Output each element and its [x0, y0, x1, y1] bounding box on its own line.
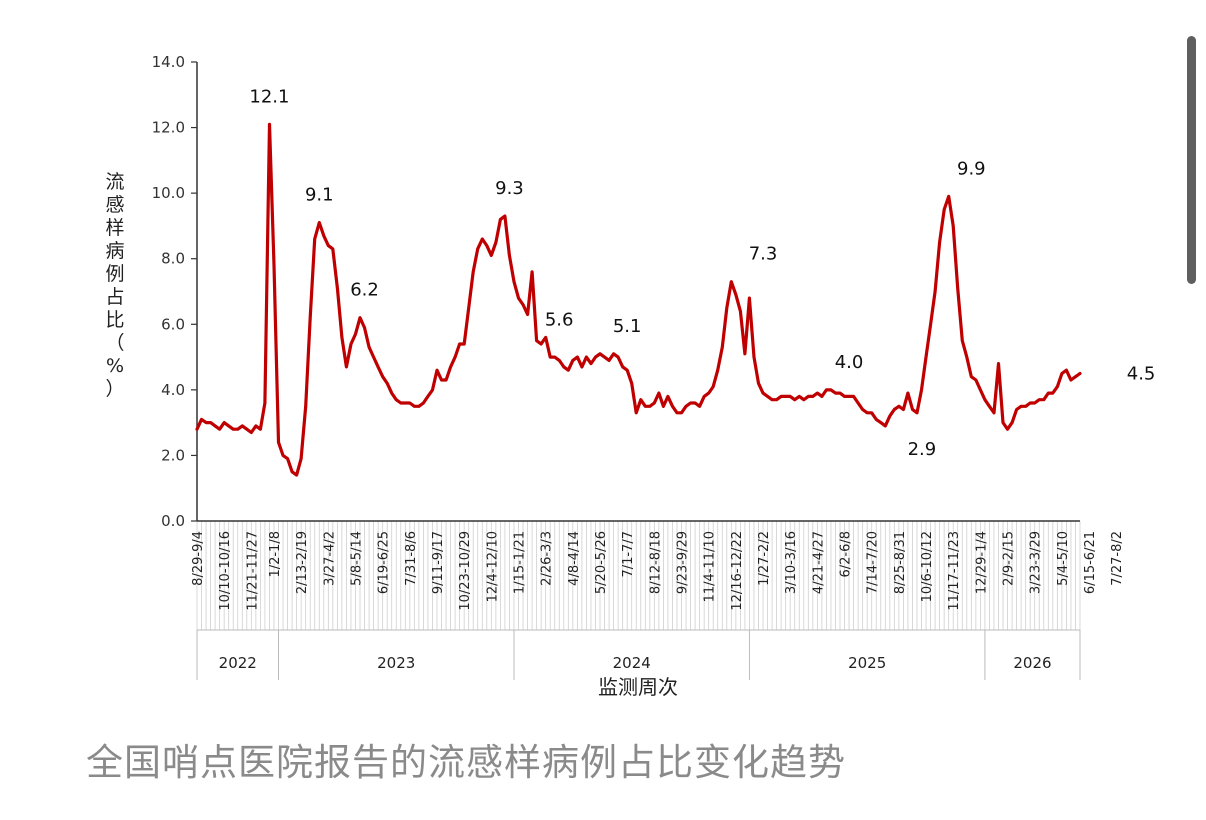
- x-tick-label: 12/29-1/4: [974, 531, 989, 594]
- x-tick-label: 8/12-8/18: [648, 531, 663, 594]
- series-line-ili-percentage: [195, 122, 1082, 477]
- year-row: 2022 2023 2024 2025 2026: [196, 629, 1081, 680]
- x-tick-label: 9/11-9/17: [431, 531, 446, 594]
- x-tick-label: 2/13-2/19: [295, 531, 310, 594]
- data-label: 2.9: [908, 439, 937, 460]
- peak-annotations: 12.1 9.1 6.2 9.3 5.6 5.1 7.3 4.0 2.9 9.9 4.5: [249, 86, 1155, 460]
- data-label: 12.1: [249, 86, 289, 107]
- x-tick-label: 5/20-5/26: [594, 531, 609, 594]
- chart-caption: 全国哨点医院报告的流感样病例占比变化趋势: [86, 741, 846, 784]
- x-tick-label: 10/6-10/12: [920, 531, 935, 602]
- x-tick-label: 6/19-6/25: [377, 531, 392, 594]
- data-label: 5.1: [613, 316, 642, 337]
- x-tick-label: 11/17-11/23: [947, 531, 962, 611]
- x-tick-label: 3/27-4/2: [322, 531, 337, 586]
- x-axis: 8/29-9/4 10/10-10/16 11/21-11/27 1/2-1/8 2/1…: [191, 520, 1125, 611]
- x-tick-label: 11/4-11/10: [703, 531, 718, 602]
- x-tick-label: 10/10-10/16: [218, 531, 233, 611]
- year-label: 2024: [613, 654, 651, 672]
- y-tick-label: 8.0: [161, 250, 185, 268]
- data-label: 4.0: [835, 352, 864, 373]
- x-axis-label: 监测周次: [598, 675, 678, 699]
- data-label: 9.9: [957, 158, 986, 179]
- x-tick-label: 5/8-5/14: [349, 531, 364, 586]
- data-label: 9.1: [305, 185, 334, 206]
- data-label: 9.3: [495, 178, 524, 199]
- y-tick-label: 12.0: [152, 119, 185, 137]
- x-tick-label: 7/14-7/20: [866, 531, 881, 594]
- x-tick-label: 1/2-1/8: [268, 531, 283, 578]
- x-tick-label: 3/23-3/29: [1029, 531, 1044, 594]
- x-tick-label: 2/9-2/15: [1002, 531, 1017, 586]
- x-tick-label: 2/26-3/3: [540, 531, 555, 586]
- x-tick-label: 12/4-12/10: [485, 531, 500, 602]
- data-label: 5.6: [545, 309, 574, 330]
- x-tick-label: 6/15-6/21: [1083, 531, 1098, 594]
- y-tick-label: 14.0: [152, 53, 185, 71]
- x-tick-label: 1/15-1/21: [513, 531, 528, 594]
- x-tick-label: 7/31-8/6: [404, 531, 419, 586]
- x-tick-label: 5/4-5/10: [1056, 531, 1071, 586]
- data-label: 7.3: [749, 244, 778, 265]
- y-tick-label: 4.0: [161, 381, 185, 399]
- x-tick-label: 9/23-9/29: [676, 531, 691, 594]
- x-tick-label: 3/10-3/16: [784, 531, 799, 594]
- y-axis: 0.0 2.0 4.0 6.0 8.0 10.0 12.0 14.0: [152, 53, 198, 530]
- vertical-scrollbar[interactable]: [1187, 36, 1196, 284]
- week-grid-lines: [196, 521, 1081, 630]
- data-label: 4.5: [1127, 363, 1156, 384]
- x-tick-label: 10/23-10/29: [458, 531, 473, 611]
- x-tick-label: 8/25-8/31: [893, 531, 908, 594]
- data-label: 6.2: [350, 280, 379, 301]
- y-axis-label: 流感样病例占比（%）: [105, 171, 124, 400]
- year-label: 2022: [219, 654, 257, 672]
- x-tick-label: 7/1-7/7: [621, 531, 636, 578]
- x-tick-label: 6/2-6/8: [839, 531, 854, 578]
- x-tick-label: 7/27-8/2: [1110, 531, 1125, 586]
- flu-ili-line-chart: 0.0 2.0 4.0 6.0 8.0 10.0 12.0 14.0 8/29-9/4 10/1…: [105, 53, 1155, 699]
- x-tick-label: 4/21-4/27: [811, 531, 826, 594]
- y-tick-label: 10.0: [152, 184, 185, 202]
- x-tick-label: 8/29-9/4: [191, 531, 206, 586]
- x-tick-label: 12/16-12/22: [730, 531, 745, 611]
- year-label: 2025: [848, 654, 886, 672]
- y-tick-label: 2.0: [161, 446, 185, 464]
- y-tick-label: 6.0: [161, 315, 185, 333]
- x-tick-label: 4/8-4/14: [567, 531, 582, 586]
- x-tick-label: 1/27-2/2: [757, 531, 772, 586]
- x-tick-label: 11/21-11/27: [245, 531, 260, 611]
- y-tick-label: 0.0: [161, 512, 185, 530]
- year-label: 2026: [1013, 654, 1051, 672]
- year-label: 2023: [377, 654, 415, 672]
